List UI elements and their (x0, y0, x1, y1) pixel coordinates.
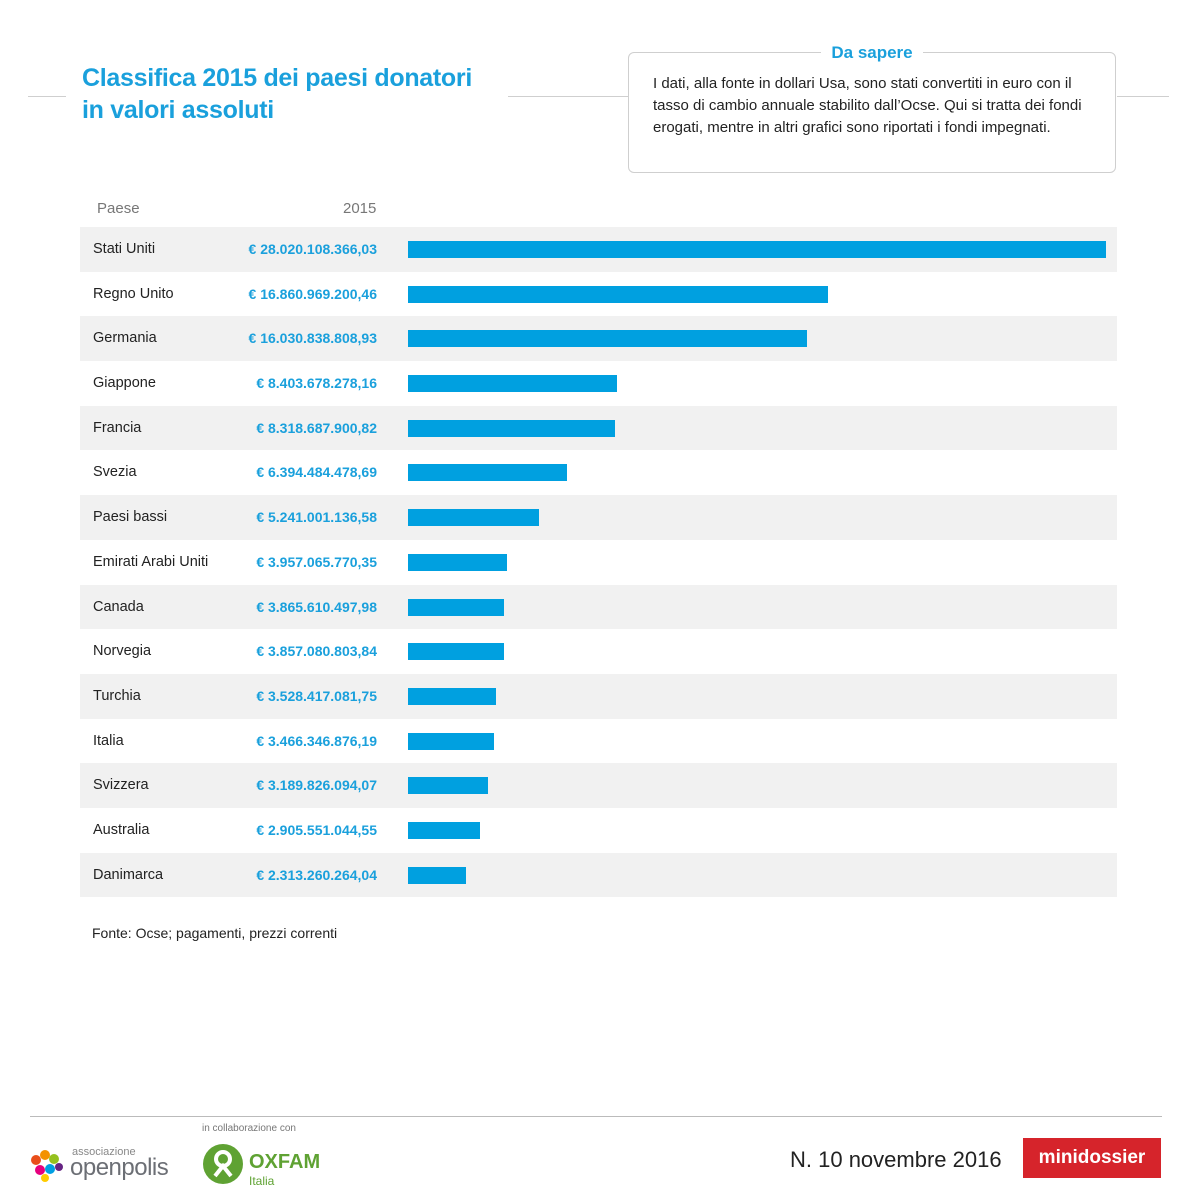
value-label: € 16.860.969.200,46 (248, 285, 377, 302)
oxfam-subtitle: Italia (249, 1174, 275, 1188)
bar (408, 419, 616, 437)
table-row: Emirati Arabi Uniti € 3.957.065.770,35 (80, 540, 1117, 585)
country-label: Francia (93, 419, 142, 436)
value-label: € 3.189.826.094,07 (256, 777, 377, 794)
table-row: Svizzera € 3.189.826.094,07 (80, 763, 1117, 808)
minidossier-brand: minidossier (1023, 1138, 1161, 1178)
openpolis-logo: associazione openpolis (28, 1142, 188, 1182)
table-row: Turchia € 3.528.417.081,75 (80, 673, 1117, 719)
source-note: Fonte: Ocse; pagamenti, prezzi correnti (92, 925, 338, 941)
value-label: € 3.528.417.081,75 (256, 687, 377, 704)
country-label: Svezia (93, 464, 137, 481)
country-label: Italia (93, 732, 124, 749)
table-row: Francia € 8.318.687.900,82 (80, 405, 1117, 451)
value-label: € 8.318.687.900,82 (256, 419, 377, 436)
value-label: € 3.466.346.876,19 (256, 732, 377, 749)
value-label: € 6.394.484.478,69 (256, 464, 377, 481)
table-row: Regno Unito € 16.860.969.200,46 (80, 272, 1117, 317)
value-label: € 16.030.838.808,93 (248, 330, 377, 347)
bar (408, 598, 505, 616)
table-row: Danimarca € 2.313.260.264,04 (80, 852, 1117, 898)
country-label: Norvegia (93, 643, 152, 660)
country-label: Australia (93, 821, 150, 838)
openpolis-mark-icon (31, 1150, 63, 1182)
country-label: Canada (93, 598, 144, 615)
table-row: Canada € 3.865.610.497,98 (80, 584, 1117, 630)
column-header-country: Paese (97, 200, 140, 217)
table-row: Svezia € 6.394.484.478,69 (80, 450, 1117, 495)
info-box: Da sapere I dati, alla fonte in dollari … (628, 43, 1116, 173)
info-box-text: I dati, alla fonte in dollari Usa, sono … (653, 75, 1082, 136)
oxfam-logo: OXFAM Italia (202, 1143, 342, 1189)
header-rule-left (28, 96, 66, 97)
oxfam-mark-icon (203, 1144, 243, 1184)
table-row: Paesi bassi € 5.241.001.136,58 (80, 495, 1117, 540)
info-box-heading-label: Da sapere (821, 43, 923, 62)
value-label: € 2.905.551.044,55 (256, 821, 377, 838)
bar (408, 687, 496, 705)
value-label: € 3.865.610.497,98 (256, 598, 377, 615)
info-box-heading: Da sapere (629, 43, 1115, 63)
bar (408, 241, 1106, 258)
bar (408, 777, 488, 795)
bar (408, 464, 568, 482)
header-rule-right (1117, 96, 1169, 97)
table-row: Australia € 2.905.551.044,55 (80, 808, 1117, 853)
bar (408, 643, 505, 661)
bar (408, 285, 828, 303)
chart-title: Classifica 2015 dei paesi donatori in va… (82, 64, 472, 124)
value-label: € 2.313.260.264,04 (256, 866, 377, 883)
country-label: Svizzera (93, 777, 149, 794)
footer-rule (30, 1116, 1162, 1117)
table-row: Norvegia € 3.857.080.803,84 (80, 629, 1117, 674)
country-label: Stati Uniti (93, 241, 156, 257)
openpolis-name: openpolis (70, 1154, 169, 1181)
value-label: € 3.957.065.770,35 (256, 553, 377, 570)
bar (408, 821, 481, 839)
country-label: Danimarca (93, 866, 164, 883)
value-label: € 5.241.001.136,58 (256, 509, 377, 526)
bar (408, 732, 495, 750)
oxfam-name: OXFAM (249, 1151, 321, 1173)
table-row: Germania € 16.030.838.808,93 (80, 316, 1117, 362)
header-rule-middle (508, 96, 628, 97)
table-row: Italia € 3.466.346.876,19 (80, 719, 1117, 764)
value-label: € 3.857.080.803,84 (256, 643, 377, 660)
value-label: € 8.403.678.278,16 (256, 375, 377, 392)
column-header-year: 2015 (343, 200, 377, 217)
collaboration-label: in collaborazione con (202, 1123, 296, 1134)
bar (408, 330, 808, 348)
value-label: € 28.020.108.366,03 (248, 241, 377, 257)
country-label: Turchia (93, 687, 141, 704)
country-label: Emirati Arabi Uniti (93, 553, 209, 570)
country-label: Germania (93, 330, 157, 347)
bar (408, 553, 507, 571)
bar-chart: Stati Uniti € 28.020.108.366,03 Regno Unit… (80, 227, 1117, 898)
country-label: Paesi bassi (93, 509, 168, 526)
bar (408, 509, 539, 527)
table-row: Stati Uniti € 28.020.108.366,03 (80, 227, 1117, 272)
table-row: Giappone € 8.403.678.278,16 (80, 361, 1117, 406)
country-label: Giappone (93, 375, 156, 392)
country-label: Regno Unito (93, 285, 174, 302)
bar (408, 866, 466, 884)
bar (408, 375, 618, 393)
openpolis-prefix: associazione (72, 1146, 136, 1158)
issue-number: N. 10 novembre 2016 (790, 1147, 1002, 1172)
